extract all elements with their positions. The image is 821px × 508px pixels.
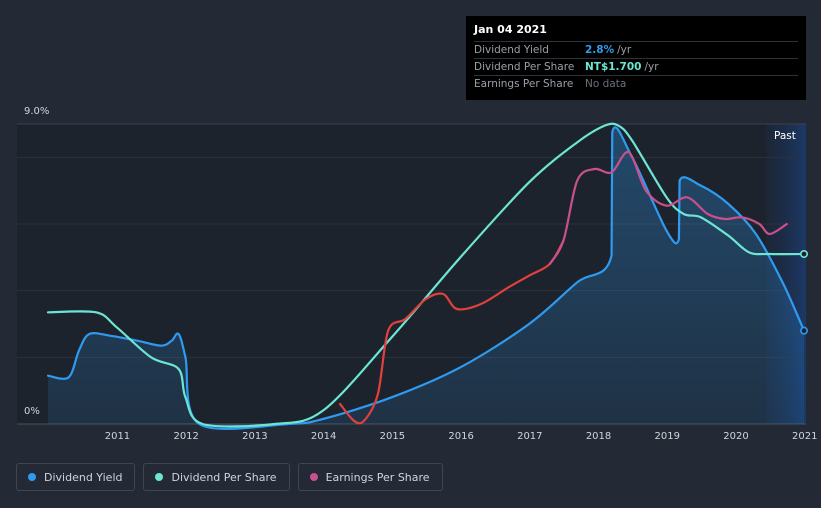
x-tick-label: 2014 (310, 431, 337, 442)
x-tick-label: 2016 (448, 431, 474, 442)
earnings-per-share-line-segment (338, 239, 565, 425)
dividend-yield-line (46, 126, 806, 430)
tooltip-row-dividend-yield: Dividend Yield 2.8% /yr (474, 41, 798, 58)
x-tick-label: 2019 (654, 431, 680, 442)
legend-label: Earnings Per Share (325, 470, 430, 484)
y-tick-label-max: 9.0% (24, 106, 50, 117)
dividend-yield-endpoint-marker (799, 326, 808, 335)
legend-dot-icon (155, 473, 164, 481)
legend: Dividend Yield Dividend Per Share Earnin… (16, 463, 451, 491)
x-tick-label: 2020 (723, 431, 749, 442)
legend-item-dividend-yield[interactable]: Dividend Yield (16, 463, 136, 491)
dividend-per-share-line (46, 122, 806, 428)
tooltip-unit: /yr (617, 44, 632, 56)
x-tick-label: 2018 (585, 431, 612, 442)
tooltip-unit: /yr (644, 61, 659, 73)
x-tick-label: 2011 (104, 431, 131, 442)
legend-item-dividend-per-share[interactable]: Dividend Per Share (143, 463, 290, 491)
x-tick-label: 2015 (379, 431, 406, 442)
tooltip-row-earnings-per-share: Earnings Per Share No data (474, 75, 798, 92)
tooltip-label: Earnings Per Share (474, 78, 574, 90)
legend-dot-icon (28, 473, 36, 481)
tooltip-row-dividend-per-share: Dividend Per Share NT$1.700 /yr (474, 58, 798, 75)
dividend-yield-area (48, 127, 804, 429)
x-tick-label: 2021 (792, 431, 818, 442)
past-label: Past (774, 130, 796, 142)
legend-label: Dividend Per Share (171, 470, 277, 484)
tooltip-value: No data (585, 78, 627, 90)
earnings-per-share-line-segment (548, 151, 788, 266)
dividend-per-share-endpoint-marker (799, 250, 808, 259)
x-tick-label: 2013 (242, 431, 268, 442)
tooltip-date: Jan 04 2021 (474, 23, 547, 36)
tooltip-value: 2.8% (585, 44, 615, 56)
tooltip: Jan 04 2021 Dividend Yield 2.8% /yr Divi… (466, 16, 806, 100)
y-tick-label-min: 0% (24, 406, 40, 417)
tooltip-value: NT$1.700 (585, 61, 642, 73)
tooltip-label: Dividend Per Share (474, 61, 575, 73)
legend-label: Dividend Yield (44, 470, 123, 484)
legend-dot-icon (309, 473, 318, 481)
tooltip-label: Dividend Yield (474, 44, 549, 56)
x-tick-label: 2017 (517, 431, 543, 442)
legend-item-earnings-per-share[interactable]: Earnings Per Share (297, 463, 443, 491)
x-tick-label: 2012 (173, 431, 199, 442)
